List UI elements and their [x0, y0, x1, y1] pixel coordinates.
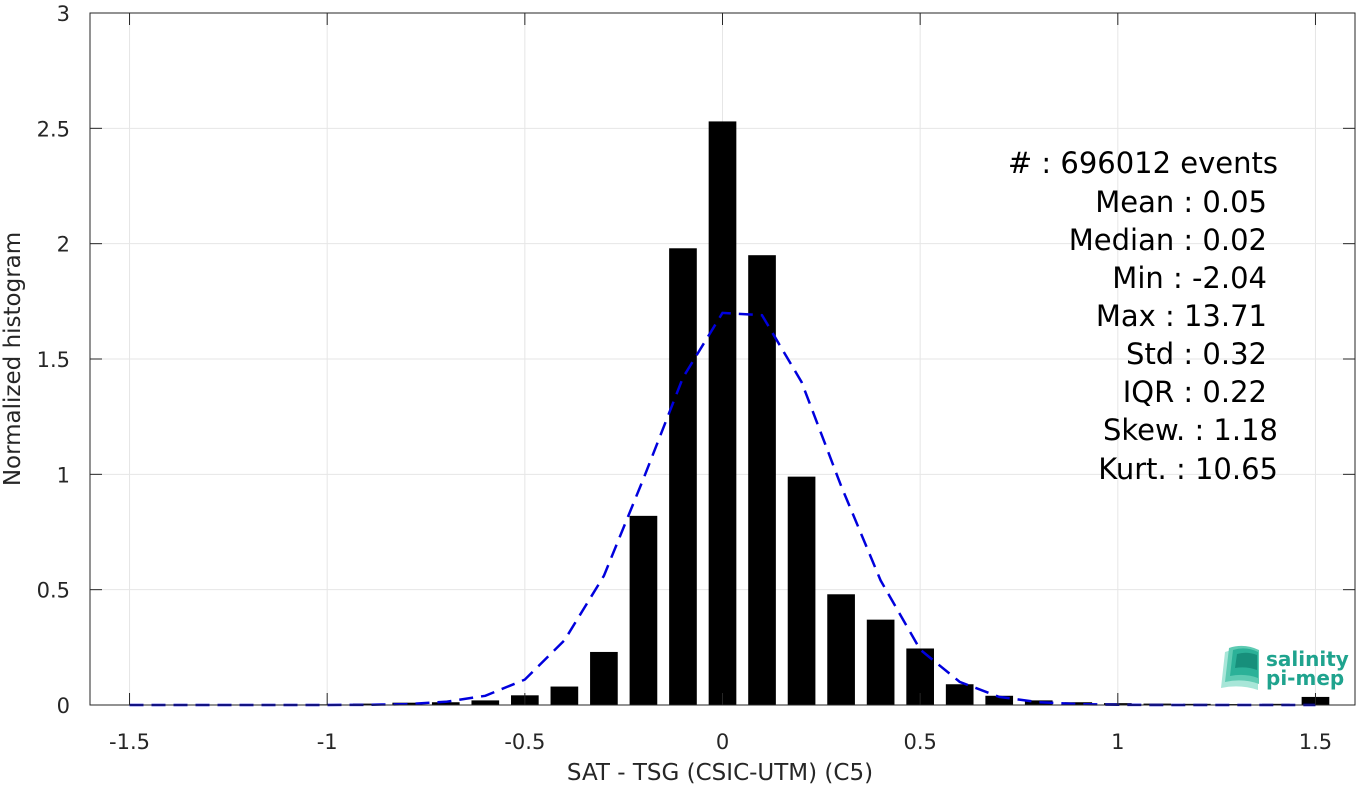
histogram-bar: [1262, 703, 1290, 705]
y-axis-label: Normalized histogram: [0, 232, 26, 486]
histogram-bar: [1064, 702, 1093, 705]
histogram-bars: [115, 121, 1330, 706]
logo-wave-icon: [1221, 645, 1259, 690]
axis-ticks: [90, 12, 1355, 706]
y-tick-label: 2.5: [37, 117, 70, 141]
x-tick-label: -1: [317, 730, 338, 754]
histogram-bar: [471, 700, 500, 705]
x-tick-label: 1: [1111, 730, 1124, 754]
stat-mean: Mean : 0.05: [1095, 185, 1267, 219]
stat-median: Median : 0.02: [1069, 223, 1267, 257]
stat-max: Max : 13.71: [1096, 299, 1267, 333]
histogram-bar: [669, 248, 697, 705]
x-tick-label: 0.5: [903, 730, 936, 754]
y-tick-label: 2: [57, 233, 70, 257]
y-tick-label: 0.5: [37, 579, 70, 603]
x-tick-label: 0: [716, 730, 729, 754]
histogram-bar: [866, 619, 895, 705]
logo-text-line2: pi-mep: [1266, 666, 1344, 690]
histogram-bar: [985, 695, 1014, 705]
histogram-bar: [590, 651, 618, 705]
histogram-bar: [748, 255, 776, 705]
histogram-bar: [431, 702, 460, 705]
stat-count: # : 696012 events: [1008, 146, 1278, 180]
histogram-bar: [787, 476, 816, 705]
stat-skew: Skew. : 1.18: [1103, 413, 1278, 447]
histogram-bar: [708, 121, 737, 705]
x-axis-label: SAT - TSG (CSIC-UTM) (C5): [567, 760, 873, 785]
histogram-bar: [352, 703, 381, 705]
stat-iqr: IQR : 0.22: [1123, 375, 1267, 409]
x-tick-label: 1.5: [1299, 730, 1332, 754]
salinity-pi-mep-logo: salinity pi-mep: [1221, 645, 1349, 690]
stat-min: Min : -2.04: [1112, 261, 1267, 295]
y-tick-label: 1: [57, 463, 70, 487]
y-tick-label: 0: [57, 694, 70, 718]
logo-text-line1: salinity: [1266, 647, 1349, 671]
histogram-bar: [945, 684, 974, 705]
x-tick-label: -0.5: [504, 730, 545, 754]
y-tick-label: 1.5: [37, 348, 70, 372]
y-tick-labels: 0 0.5 1 1.5 2 2.5 3: [37, 2, 70, 718]
stat-kurt: Kurt. : 10.65: [1098, 452, 1278, 486]
x-tick-label: -1.5: [109, 730, 150, 754]
histogram-bar: [629, 515, 658, 705]
statistics-annotation: # : 696012 events Mean : 0.05 Median : 0…: [1008, 146, 1278, 486]
stat-std: Std : 0.32: [1126, 337, 1267, 371]
histogram-bar: [1024, 700, 1053, 705]
y-tick-label: 3: [57, 2, 70, 26]
histogram-bar: [550, 686, 579, 705]
x-tick-labels: -1.5 -1 -0.5 0 0.5 1 1.5: [109, 730, 1332, 754]
histogram-bar: [827, 594, 855, 705]
